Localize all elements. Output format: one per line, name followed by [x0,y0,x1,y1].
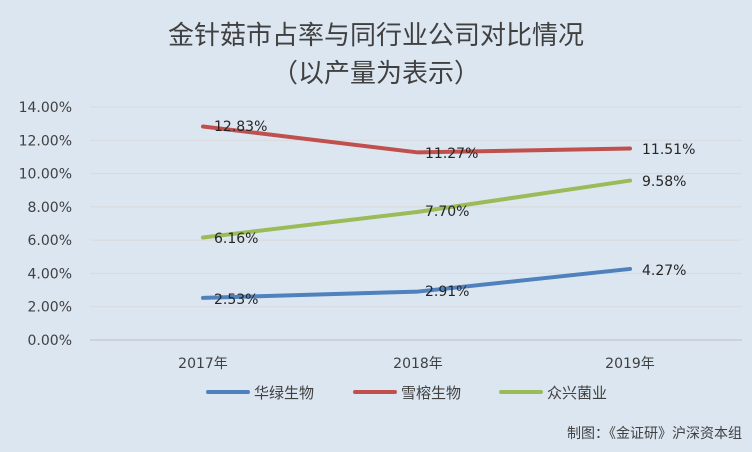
y-tick-label: 0.00% [28,333,72,349]
y-axis-ticks: 0.00% 2.00% 4.00% 6.00% 8.00% 10.00% 12.00% 14.… [19,100,72,349]
data-labels: 2.53% 2.91% 4.27% 12.83% 11.27% 11.51% 6.16% 7.… [214,119,695,308]
x-tick-label: 2019年 [605,356,655,372]
data-label: 11.27% [425,146,478,162]
x-axis-ticks: 2017年 2018年 2019年 [178,356,655,372]
data-label: 7.70% [425,204,469,220]
chart-title: 金针菇市占率与同行业公司对比情况 [168,21,584,51]
chart-subtitle: （以产量为表示） [272,59,480,89]
x-tick-label: 2017年 [178,356,228,372]
legend-label: 众兴菌业 [547,384,607,402]
series-line [201,266,632,300]
x-tick-label: 2018年 [393,356,443,372]
legend-label: 华绿生物 [254,384,314,402]
series-line [201,178,632,240]
y-tick-label: 6.00% [28,233,72,249]
legend-label: 雪榕生物 [401,384,461,402]
gridlines [90,106,742,341]
y-tick-label: 4.00% [28,266,72,282]
data-label: 12.83% [214,119,267,135]
data-label: 2.91% [425,284,469,300]
series-lines [201,124,632,300]
data-label: 9.58% [642,174,686,190]
series-line [201,124,632,155]
y-tick-label: 14.00% [19,100,72,116]
data-label: 4.27% [642,263,686,279]
data-label: 11.51% [642,142,695,158]
data-label: 6.16% [214,231,258,247]
y-tick-label: 10.00% [19,167,72,183]
data-label: 2.53% [214,292,258,308]
credit-text: 制图：《金证研》沪深资本组 [567,426,742,442]
y-tick-label: 8.00% [28,200,72,216]
y-tick-label: 2.00% [28,300,72,316]
legend: 华绿生物 雪榕生物 众兴菌业 [206,384,607,402]
y-tick-label: 12.00% [19,133,72,149]
